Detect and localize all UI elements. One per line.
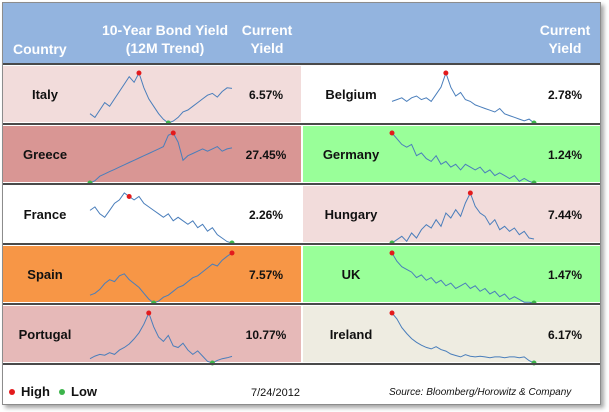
sparkline-series xyxy=(391,312,535,364)
high-marker xyxy=(136,70,142,76)
current-yield-value: 10.77% xyxy=(245,328,287,342)
country-name: Germany xyxy=(322,147,380,162)
header-trend-line2: (12M Trend) xyxy=(125,40,205,56)
country-panel-hungary: Hungary 7.44% xyxy=(303,185,600,246)
sparkline-germany xyxy=(389,130,537,186)
header-yield2-line1: Current xyxy=(539,22,591,38)
country-panel-germany: Germany 1.24% xyxy=(303,125,600,186)
country-name: Spain xyxy=(27,267,63,282)
table-footer: High Low 7/24/2012 Source: Bloomberg/Hor… xyxy=(3,373,600,404)
high-marker xyxy=(389,310,395,316)
country-panel-ireland: Ireland 6.17% xyxy=(303,305,600,366)
country-name: Portugal xyxy=(18,327,72,342)
sparkline-series xyxy=(89,311,233,364)
row-separator xyxy=(3,303,600,305)
sparkline-uk xyxy=(389,250,537,306)
sparkline-series xyxy=(89,252,233,304)
country-name: Italy xyxy=(31,87,58,102)
row-separator xyxy=(3,123,600,125)
header-trend: 10-Year Bond Yield (12M Trend) xyxy=(85,21,245,57)
sparkline-series xyxy=(391,191,535,244)
high-marker xyxy=(389,250,395,256)
country-name: France xyxy=(23,207,67,222)
country-panel-italy: Italy 6.57% xyxy=(3,65,301,126)
high-marker xyxy=(170,130,176,136)
header-current-yield: Current Yield xyxy=(237,21,297,57)
row-separator xyxy=(3,183,600,185)
current-yield-value: 1.47% xyxy=(547,268,583,282)
high-marker xyxy=(146,310,152,316)
current-yield-value: 1.24% xyxy=(547,148,583,162)
current-yield-value: 7.44% xyxy=(547,208,583,222)
high-marker xyxy=(467,190,473,196)
sparkline-ireland xyxy=(389,310,537,366)
sparkline-belgium xyxy=(391,70,537,126)
row-separator xyxy=(3,63,600,65)
high-marker xyxy=(229,250,235,256)
header-yield-line2: Yield xyxy=(250,40,284,56)
country-name: Ireland xyxy=(329,327,373,342)
country-panel-belgium: Belgium 2.78% xyxy=(303,65,600,126)
sparkline-spain xyxy=(89,250,235,306)
sparkline-series xyxy=(391,132,535,184)
source-note: Source: Bloomberg/Horowitz & Company xyxy=(389,387,572,398)
sparkline-series xyxy=(89,71,233,124)
sparkline-italy xyxy=(89,70,233,126)
current-yield-value: 2.26% xyxy=(248,208,284,222)
report-date: 7/24/2012 xyxy=(251,387,300,399)
sparkline-hungary xyxy=(389,190,535,246)
country-name: Belgium xyxy=(325,87,377,102)
current-yield-value: 27.45% xyxy=(245,148,287,162)
header-trend-line1: 10-Year Bond Yield xyxy=(101,22,229,38)
country-name: Hungary xyxy=(324,207,378,222)
header-yield2-line2: Yield xyxy=(548,40,582,56)
country-panel-france: France 2.26% xyxy=(3,185,301,246)
current-yield-value: 7.57% xyxy=(248,268,284,282)
sparkline-greece xyxy=(87,130,233,186)
current-yield-value: 6.17% xyxy=(547,328,583,342)
sparkline-series xyxy=(89,132,233,184)
sparkline-portugal xyxy=(89,310,233,366)
header-country: Country xyxy=(13,41,67,57)
header-current-yield-right: Current Yield xyxy=(535,21,595,57)
high-marker xyxy=(126,193,132,199)
low-legend-marker xyxy=(59,389,65,395)
row-separator xyxy=(3,243,600,245)
bond-yield-table: Country 10-Year Bond Yield (12M Trend) C… xyxy=(2,2,601,405)
high-legend-label: High xyxy=(21,384,50,399)
country-name: Greece xyxy=(22,147,68,162)
country-name: UK xyxy=(341,267,361,282)
country-panel-uk: UK 1.47% xyxy=(303,245,600,306)
country-panel-spain: Spain 7.57% xyxy=(3,245,301,306)
sparkline-series xyxy=(391,71,535,124)
country-panel-greece: Greece 27.45% xyxy=(3,125,301,186)
row-separator xyxy=(3,363,600,365)
current-yield-value: 2.78% xyxy=(547,88,583,102)
current-yield-value: 6.57% xyxy=(248,88,284,102)
country-panel-portugal: Portugal 10.77% xyxy=(3,305,301,366)
sparkline-series xyxy=(89,192,233,244)
low-legend-label: Low xyxy=(71,384,97,399)
high-legend-marker xyxy=(9,389,15,395)
sparkline-series xyxy=(391,252,535,304)
header-yield-line1: Current xyxy=(241,22,293,38)
high-marker xyxy=(389,130,395,136)
high-marker xyxy=(443,70,449,76)
table-header: Country 10-Year Bond Yield (12M Trend) C… xyxy=(3,3,600,64)
sparkline-france xyxy=(89,192,235,246)
